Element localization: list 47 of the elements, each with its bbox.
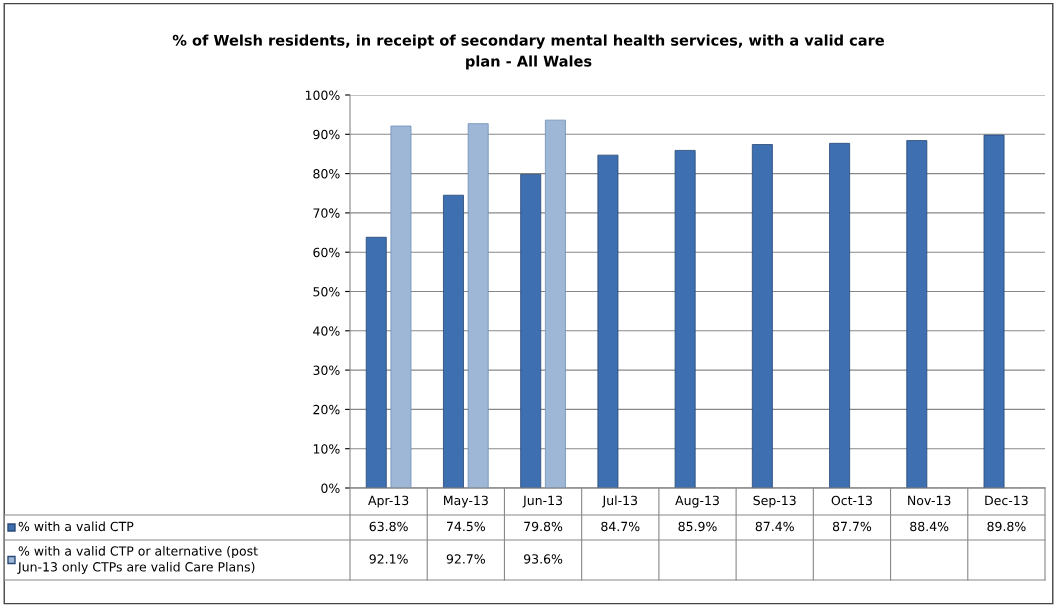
data-label: 87.7% (832, 521, 872, 532)
y-tick-label: 0% (321, 483, 340, 493)
data-label: 89.8% (987, 521, 1026, 532)
y-tick-label: 100% (305, 90, 340, 100)
data-label: 87.4% (755, 521, 794, 532)
bar (906, 140, 928, 488)
x-tick-label: Oct-13 (831, 495, 872, 506)
data-label: 85.9% (678, 521, 717, 532)
chart-title: % of Welsh residents, in receipt of secondary mental health services, with a valid care plan - All Wales (172, 34, 884, 70)
y-tick-label: 70% (313, 208, 340, 218)
data-label: 79.8% (524, 521, 563, 532)
bar (674, 149, 696, 488)
data-label: 63.8% (369, 521, 408, 532)
data-label: 88.4% (910, 521, 949, 532)
y-tick-label: 10% (313, 444, 340, 454)
bar (365, 236, 387, 488)
legend-label: % with a valid CTP or alternative (post Jun-13 only CTPs are valid Care Plans) (17, 546, 258, 574)
bar (597, 154, 619, 488)
x-tick-label: Apr-13 (368, 495, 409, 508)
bar (467, 123, 489, 488)
bar (829, 142, 851, 488)
y-tick-label: 60% (313, 247, 340, 258)
bar (544, 119, 566, 488)
bar (390, 125, 412, 488)
data-label: 92.7% (446, 554, 485, 564)
data-label: 93.6% (523, 554, 563, 564)
data-label: 84.7% (601, 521, 640, 532)
y-tick-label: 30% (313, 365, 340, 376)
x-tick-label: Jul-13 (601, 495, 638, 508)
legend-label: % with a valid CTP (18, 521, 134, 532)
x-tick-label: Nov-13 (908, 495, 951, 506)
y-tick-label: 80% (313, 169, 340, 179)
bar (751, 144, 773, 488)
y-tick-label: 20% (313, 404, 340, 415)
data-label: 74.5% (447, 521, 485, 532)
bar (520, 173, 542, 488)
x-tick-label: May-13 (444, 495, 488, 508)
bar (983, 134, 1005, 488)
y-tick-label: 40% (313, 326, 340, 336)
bar (443, 194, 464, 488)
y-tick-label: 90% (313, 129, 340, 140)
y-tick-label: 50% (313, 286, 340, 297)
x-tick-label: Aug-13 (675, 495, 719, 508)
x-tick-label: Dec-13 (985, 495, 1028, 506)
data-label: 92.1% (369, 554, 408, 564)
x-tick-label: Jun-13 (522, 495, 563, 508)
x-tick-label: Sep-13 (753, 495, 796, 508)
